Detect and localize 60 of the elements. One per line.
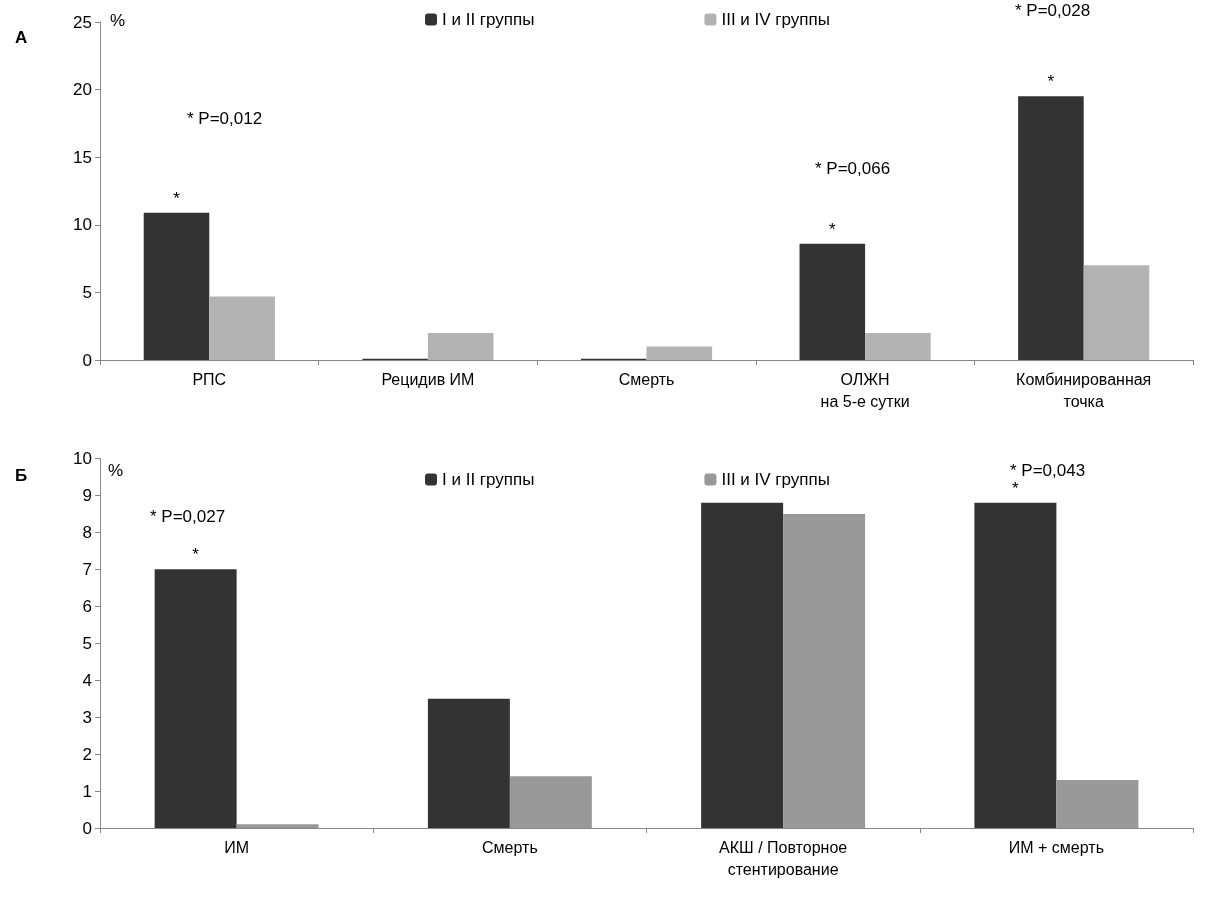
legend-label: I и II группы <box>442 470 535 489</box>
bar <box>783 513 866 828</box>
annotation: * P=0,012 <box>187 109 263 128</box>
x-tick-label: ИМ + смерть <box>1008 838 1104 856</box>
x-tick-label: ОЛЖН на 5-е сутки <box>820 370 910 410</box>
x-tick-label: АКШ / Повторное стентирование <box>719 838 848 878</box>
bar <box>974 502 1057 828</box>
y-tick-label: 4 <box>82 670 92 690</box>
x-tick-label: Рецидив ИМ <box>381 370 475 388</box>
bar <box>209 296 275 360</box>
y-tick-label: 1 <box>82 781 92 801</box>
annotation: * <box>1047 72 1055 92</box>
x-tick-label: Смерть <box>618 370 675 388</box>
annotation: * <box>192 545 200 565</box>
annotation: * <box>829 219 836 239</box>
bar <box>143 212 210 360</box>
x-tick-label: Смерть <box>482 838 538 856</box>
annotation: * P=0,043 <box>1010 461 1086 480</box>
annotation: % <box>110 11 126 30</box>
chart-title: А <box>15 28 28 47</box>
y-tick-label: 10 <box>73 449 92 468</box>
annotation: * P=0,066 <box>815 159 891 178</box>
bar <box>509 776 592 828</box>
annotation: * <box>1012 478 1020 498</box>
y-tick-label: 20 <box>73 80 92 100</box>
bar <box>799 243 866 360</box>
annotation: * P=0,027 <box>150 507 226 526</box>
x-tick-label: ИМ <box>224 838 250 856</box>
y-tick-label: 5 <box>82 282 92 302</box>
bar <box>1056 779 1139 828</box>
y-tick-label: 0 <box>82 350 92 370</box>
y-tick-label: 15 <box>73 147 92 167</box>
y-tick-label: 10 <box>73 215 92 235</box>
y-tick-label: 0 <box>82 818 92 838</box>
bar <box>1083 265 1150 360</box>
bar <box>427 332 494 360</box>
legend-label: III и IV группы <box>721 10 830 29</box>
chart-title: Б <box>15 466 28 485</box>
bar <box>236 824 319 828</box>
bar <box>865 332 931 360</box>
annotation: * <box>173 188 181 208</box>
text: * P=0,028 <box>1015 1 1091 20</box>
y-tick-label: 3 <box>82 707 92 727</box>
x-tick-label: Комбинированная точка <box>1016 370 1152 410</box>
y-tick-label: 9 <box>82 485 92 505</box>
y-tick-label: 8 <box>82 522 92 542</box>
bar <box>427 698 510 828</box>
bar <box>154 569 237 828</box>
legend-label: I и II группы <box>442 10 535 29</box>
y-tick-label: 2 <box>82 744 92 764</box>
legend-label: III и IV группы <box>721 470 830 489</box>
y-tick-label: 25 <box>73 12 92 32</box>
bar <box>646 346 713 360</box>
bar <box>701 502 784 828</box>
y-tick-label: 5 <box>82 633 92 653</box>
annotation: % <box>108 461 124 480</box>
x-tick-label: РПС <box>192 370 227 388</box>
y-tick-label: 7 <box>82 559 92 579</box>
bar <box>1018 96 1084 360</box>
y-tick-label: 6 <box>82 596 92 616</box>
